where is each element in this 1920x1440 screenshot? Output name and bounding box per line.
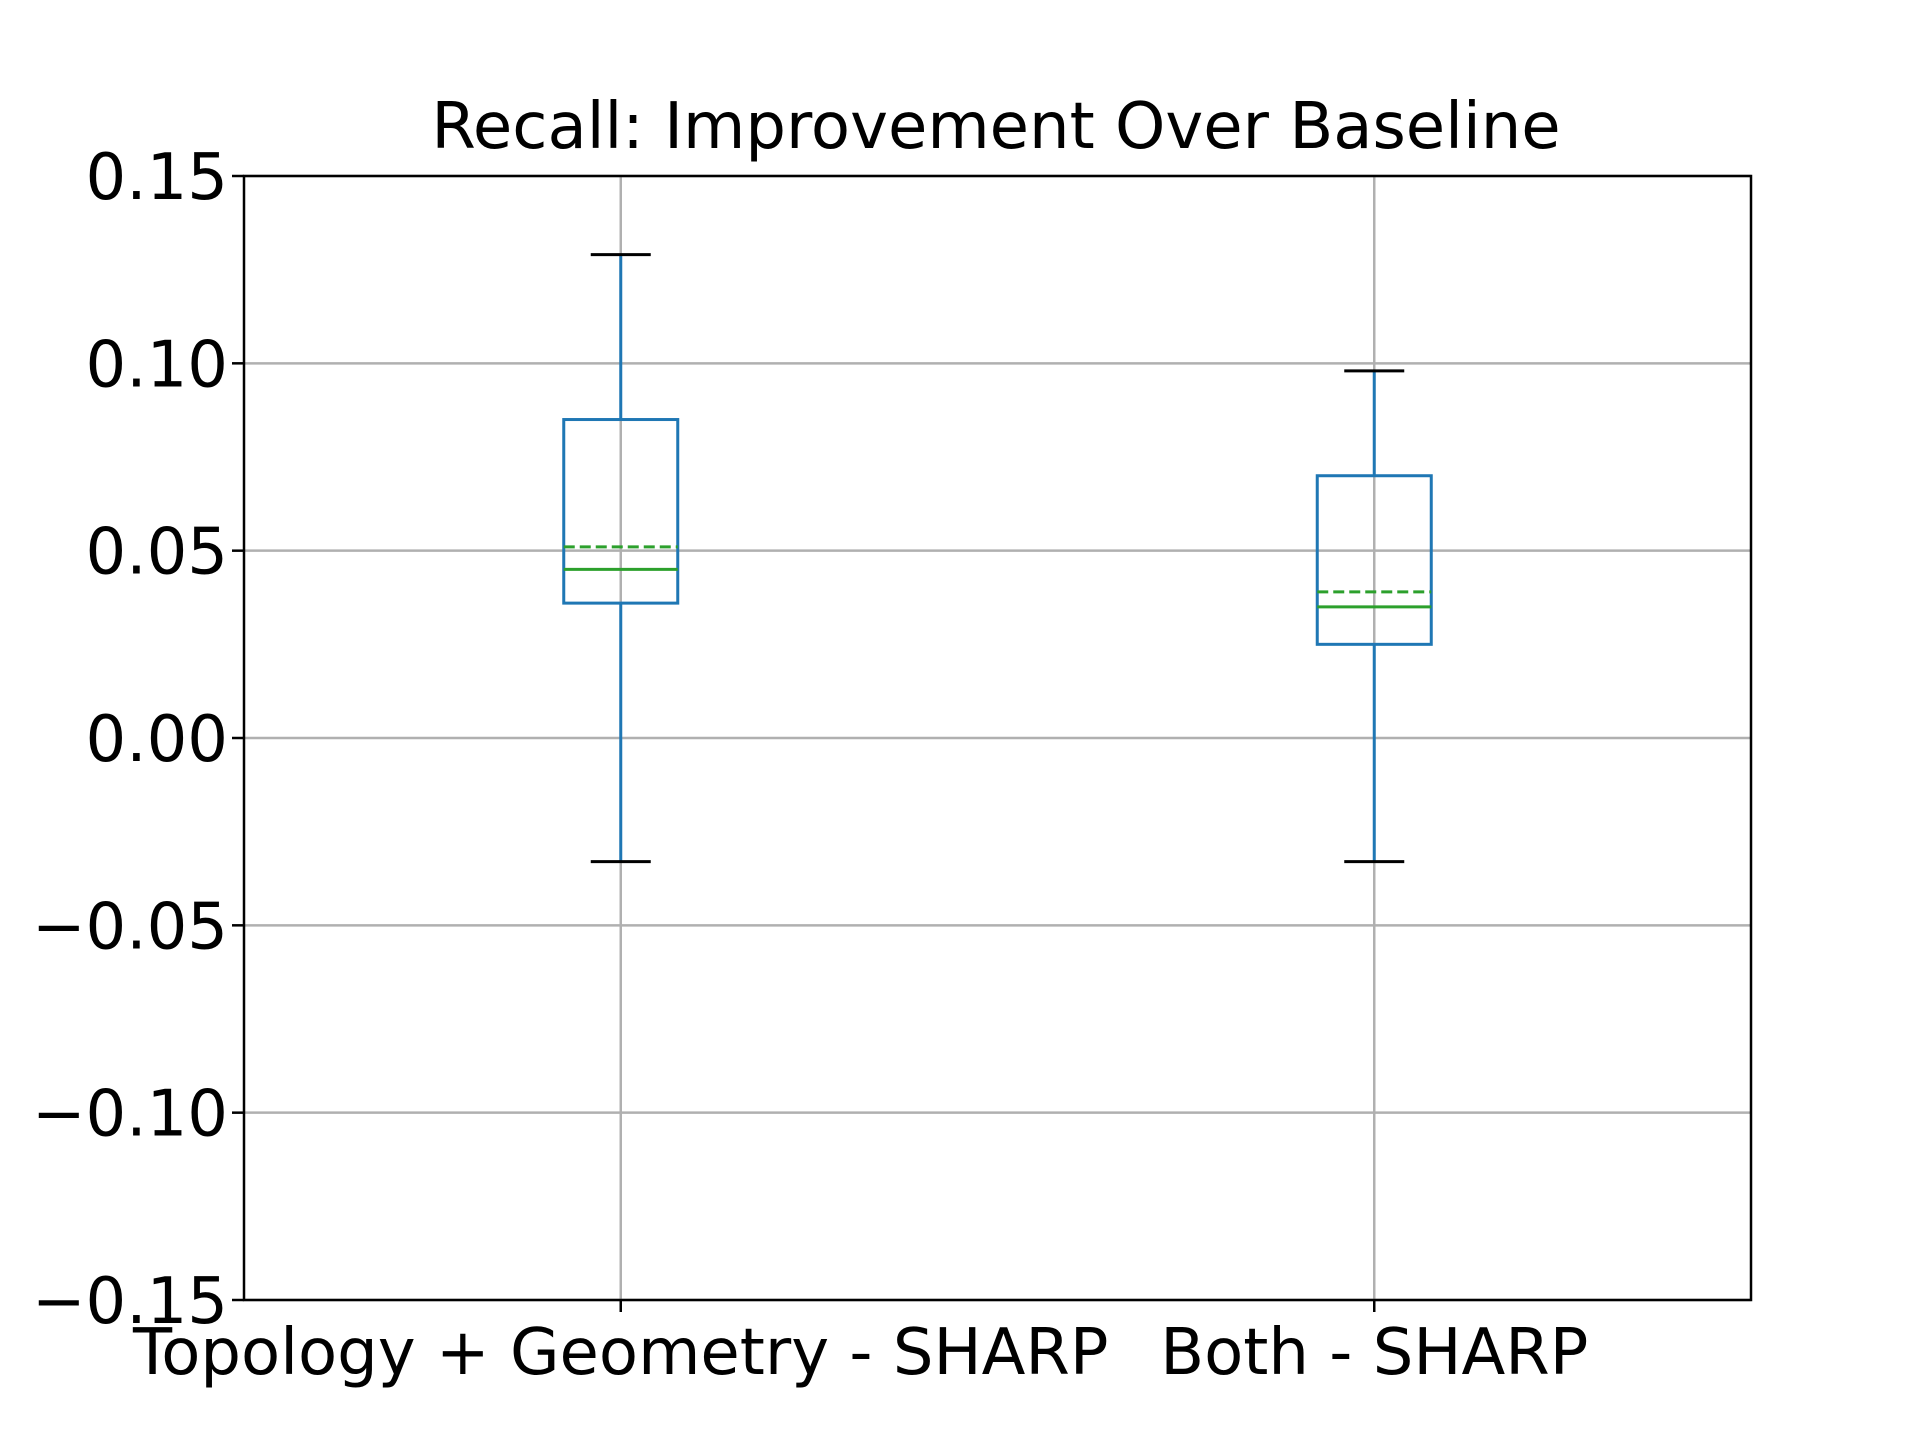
x-tick-label: Both - SHARP (1160, 1316, 1588, 1390)
axes: 0.15 0.10 0.05 0.00 −0.05 −0.10 −0.15Topology … (32, 141, 1588, 1390)
x-tick-label: Topology + Geometry - SHARP (132, 1316, 1108, 1390)
y-tick-label: 0.10 (86, 328, 229, 402)
boxplot-1 (1315, 369, 1433, 864)
y-tick-label: 0.00 (86, 703, 229, 777)
boxplot-0 (562, 253, 680, 864)
y-tick-label: 0.15 (86, 141, 229, 215)
box-iqr (562, 418, 680, 605)
grid (244, 174, 1751, 1302)
y-tick-label: −0.05 (32, 890, 228, 964)
y-tick-label: 0.05 (86, 516, 229, 590)
y-tick-label: −0.15 (32, 1265, 228, 1339)
chart-title: Recall: Improvement Over Baseline (431, 90, 1560, 164)
boxes (562, 253, 1433, 864)
y-tick-label: −0.10 (32, 1078, 228, 1152)
box-iqr (1315, 474, 1433, 646)
